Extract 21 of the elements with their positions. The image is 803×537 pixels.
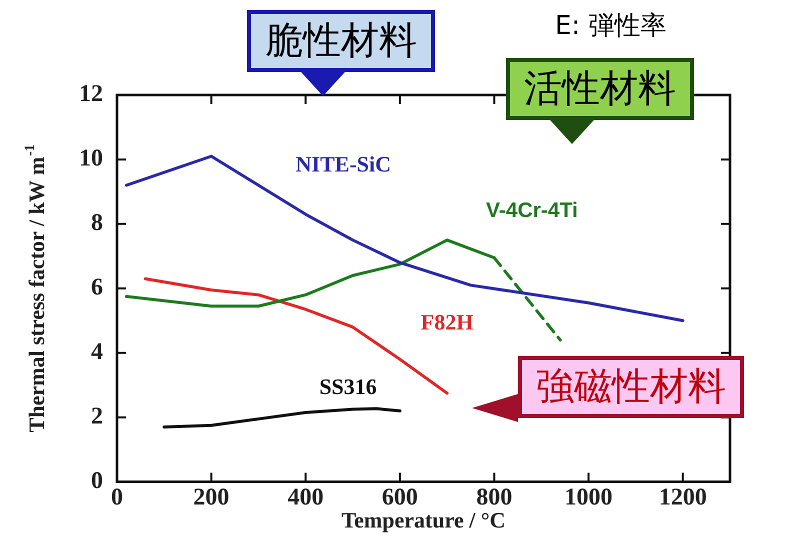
y-tick-label: 4 bbox=[91, 339, 103, 366]
x-tick-label: 1200 bbox=[658, 484, 707, 510]
annotation: 強磁性材料 bbox=[518, 356, 744, 418]
y-tick-label: 10 bbox=[79, 146, 103, 172]
y-tick-label: 12 bbox=[79, 81, 103, 108]
series-label: F82H bbox=[420, 310, 474, 335]
text: E: 弾性率 bbox=[555, 10, 666, 43]
y-tick-label: 8 bbox=[91, 210, 103, 236]
x-tick-label: 200 bbox=[193, 484, 230, 510]
text: 脆性材料 bbox=[247, 10, 435, 72]
annotation: 活性材料 bbox=[506, 58, 694, 120]
series-label: V-4Cr-4Ti bbox=[486, 198, 578, 222]
y-tick-label: 0 bbox=[91, 468, 103, 494]
y-axis-title: Thermal stress factor / kW m-1 bbox=[23, 144, 49, 432]
x-tick-label: 1000 bbox=[564, 484, 613, 510]
series-label: SS316 bbox=[319, 374, 377, 400]
y-tick-label: 2 bbox=[91, 404, 103, 430]
y-tick-label: 6 bbox=[91, 274, 103, 301]
x-tick-label: 400 bbox=[288, 484, 324, 510]
x-tick-label: 0 bbox=[111, 484, 123, 510]
series-label: NITE-SiC bbox=[296, 152, 392, 177]
